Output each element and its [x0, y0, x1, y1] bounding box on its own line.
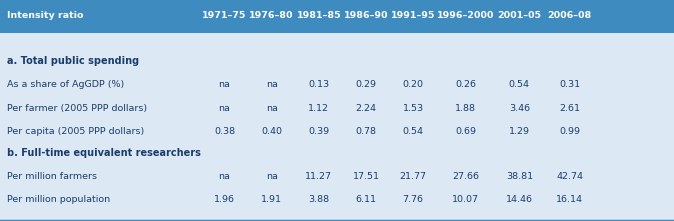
- Text: 0.99: 0.99: [559, 127, 580, 136]
- Text: 14.46: 14.46: [506, 195, 533, 204]
- Text: 2006–08: 2006–08: [548, 11, 592, 20]
- Text: As a share of AgGDP (%): As a share of AgGDP (%): [7, 80, 125, 89]
- Text: 0.78: 0.78: [355, 127, 377, 136]
- Text: b. Full-time equivalent researchers: b. Full-time equivalent researchers: [7, 148, 202, 158]
- Text: 1971–75: 1971–75: [202, 11, 247, 20]
- Text: na: na: [266, 104, 278, 113]
- Text: 0.39: 0.39: [308, 127, 330, 136]
- Text: na: na: [266, 80, 278, 89]
- Text: 1.53: 1.53: [402, 104, 424, 113]
- Text: 1981–85: 1981–85: [297, 11, 341, 20]
- Text: 11.27: 11.27: [305, 172, 332, 181]
- Text: 1.12: 1.12: [308, 104, 330, 113]
- Bar: [0, 0, 674, 33]
- Text: 0.29: 0.29: [355, 80, 377, 89]
- Text: 0.26: 0.26: [455, 80, 476, 89]
- Text: 2.24: 2.24: [355, 104, 377, 113]
- Text: 2.61: 2.61: [559, 104, 580, 113]
- Text: Per million farmers: Per million farmers: [7, 172, 98, 181]
- Text: 1991–95: 1991–95: [391, 11, 435, 20]
- Text: 1.91: 1.91: [261, 195, 282, 204]
- Text: 1976–80: 1976–80: [249, 11, 294, 20]
- Text: 10.07: 10.07: [452, 195, 479, 204]
- Text: 0.31: 0.31: [559, 80, 580, 89]
- Text: 0.20: 0.20: [402, 80, 424, 89]
- Text: 0.13: 0.13: [308, 80, 330, 89]
- Text: 7.76: 7.76: [402, 195, 424, 204]
- Text: 1986–90: 1986–90: [344, 11, 388, 20]
- Text: Intensity ratio: Intensity ratio: [7, 11, 84, 20]
- Text: 0.40: 0.40: [261, 127, 282, 136]
- Text: 42.74: 42.74: [556, 172, 584, 181]
- Text: 0.38: 0.38: [214, 127, 235, 136]
- Text: 38.81: 38.81: [506, 172, 533, 181]
- Text: na: na: [266, 172, 278, 181]
- Text: 2001–05: 2001–05: [497, 11, 541, 20]
- Text: 17.51: 17.51: [353, 172, 379, 181]
- Text: 16.14: 16.14: [556, 195, 584, 204]
- Text: na: na: [218, 80, 231, 89]
- Text: a. Total public spending: a. Total public spending: [7, 56, 140, 66]
- Text: 0.69: 0.69: [455, 127, 476, 136]
- Text: 6.11: 6.11: [355, 195, 377, 204]
- Text: 21.77: 21.77: [400, 172, 427, 181]
- Text: 27.66: 27.66: [452, 172, 479, 181]
- Text: 0.54: 0.54: [402, 127, 424, 136]
- Text: 1.96: 1.96: [214, 195, 235, 204]
- Text: na: na: [218, 104, 231, 113]
- Text: 3.46: 3.46: [509, 104, 530, 113]
- Text: 0.54: 0.54: [509, 80, 530, 89]
- Text: 1996–2000: 1996–2000: [437, 11, 494, 20]
- Text: 3.88: 3.88: [308, 195, 330, 204]
- Text: 1.88: 1.88: [455, 104, 476, 113]
- Text: Per million population: Per million population: [7, 195, 111, 204]
- Text: Per farmer (2005 PPP dollars): Per farmer (2005 PPP dollars): [7, 104, 148, 113]
- Text: Per capita (2005 PPP dollars): Per capita (2005 PPP dollars): [7, 127, 145, 136]
- Text: 1.29: 1.29: [509, 127, 530, 136]
- Text: na: na: [218, 172, 231, 181]
